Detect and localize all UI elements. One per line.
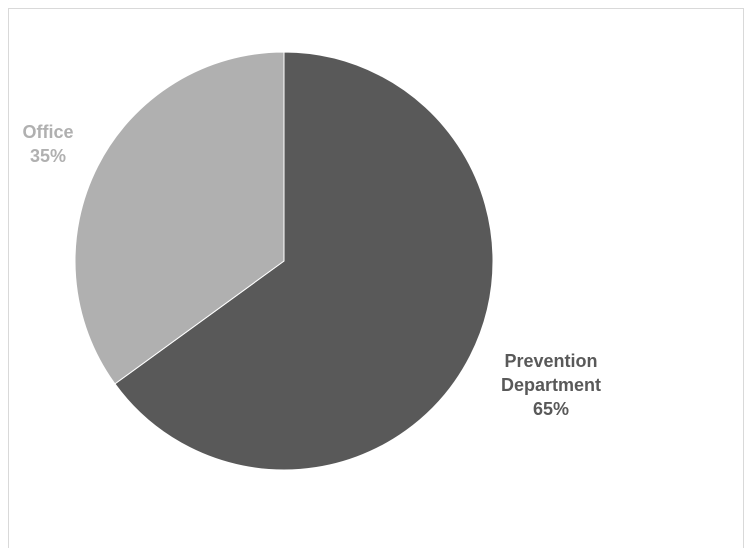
- pie-slice-prevention-department: [114, 51, 494, 471]
- pie-labels: Prevention Department 65% Office 35%: [22, 122, 601, 419]
- pie-slices: [74, 51, 494, 471]
- slice-label-percent: 65%: [533, 399, 569, 419]
- chart-area: Prevention Department 65% Office 35%: [8, 8, 744, 548]
- slice-label-name-line: Office: [22, 122, 73, 142]
- slice-label-office: Office 35%: [22, 122, 73, 166]
- pie-slice-office: [74, 51, 285, 385]
- slice-label-name-line: Department: [501, 375, 601, 395]
- slice-label-prevention-department: Prevention Department 65%: [501, 351, 601, 419]
- slice-label-percent: 35%: [30, 146, 66, 166]
- pie-chart: Prevention Department 65% Office 35%: [22, 51, 601, 471]
- slice-label-name-line: Prevention: [504, 351, 597, 371]
